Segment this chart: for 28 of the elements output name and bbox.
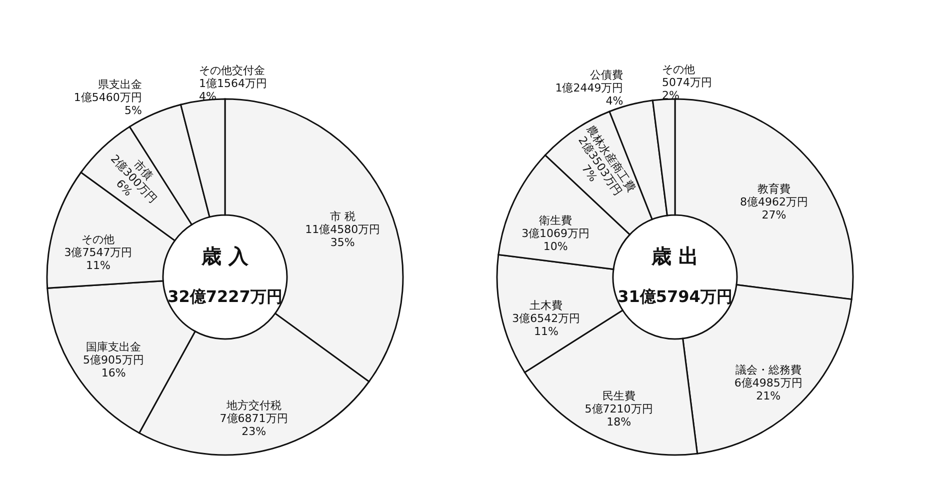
slice-label: 国庫支出金 [86, 340, 142, 354]
data-label: 3億6542万円 11% [512, 312, 580, 338]
slice-label: その他 [82, 233, 115, 246]
data-label: 3億7547万円 11% [64, 246, 132, 272]
text: 31億5794万円 [618, 287, 732, 306]
slice-label: 県支出金 [98, 78, 142, 91]
text: 32億7227万円 [168, 287, 282, 306]
data-label: 5億905万円 16% [83, 354, 144, 380]
text: 歳 入 [200, 244, 250, 268]
slice-label: 民生費 [602, 389, 636, 402]
slice-label: 衛生費 [539, 214, 572, 227]
slice-label: 土木費 [530, 298, 563, 312]
data-label: 7億6871万円 23% [220, 412, 288, 438]
slice-label: 教育費 [758, 182, 791, 196]
data-label: 1億2449万円 4% [555, 81, 624, 108]
data-label: 1億5460万円 5% [74, 90, 142, 117]
slice-label: 議会・総務費 [735, 363, 802, 376]
data-label: 5億7210万円 18% [584, 402, 653, 428]
text: 歳 出 [650, 244, 698, 268]
slice-label: 地方交付税 [225, 398, 282, 412]
data-label: 8億4962万円 27% [740, 196, 808, 222]
data-label: 3億1069万円 10% [522, 226, 590, 253]
data-label: 6億4985万円 21% [734, 376, 802, 402]
slice-label: 市 税 [330, 210, 356, 224]
data-label: 11億4580万円 35% [305, 223, 380, 250]
slice-label: 公債費 [590, 68, 624, 82]
slice-label: その他 [662, 62, 695, 76]
slice-label: その他交付金 [198, 64, 265, 77]
